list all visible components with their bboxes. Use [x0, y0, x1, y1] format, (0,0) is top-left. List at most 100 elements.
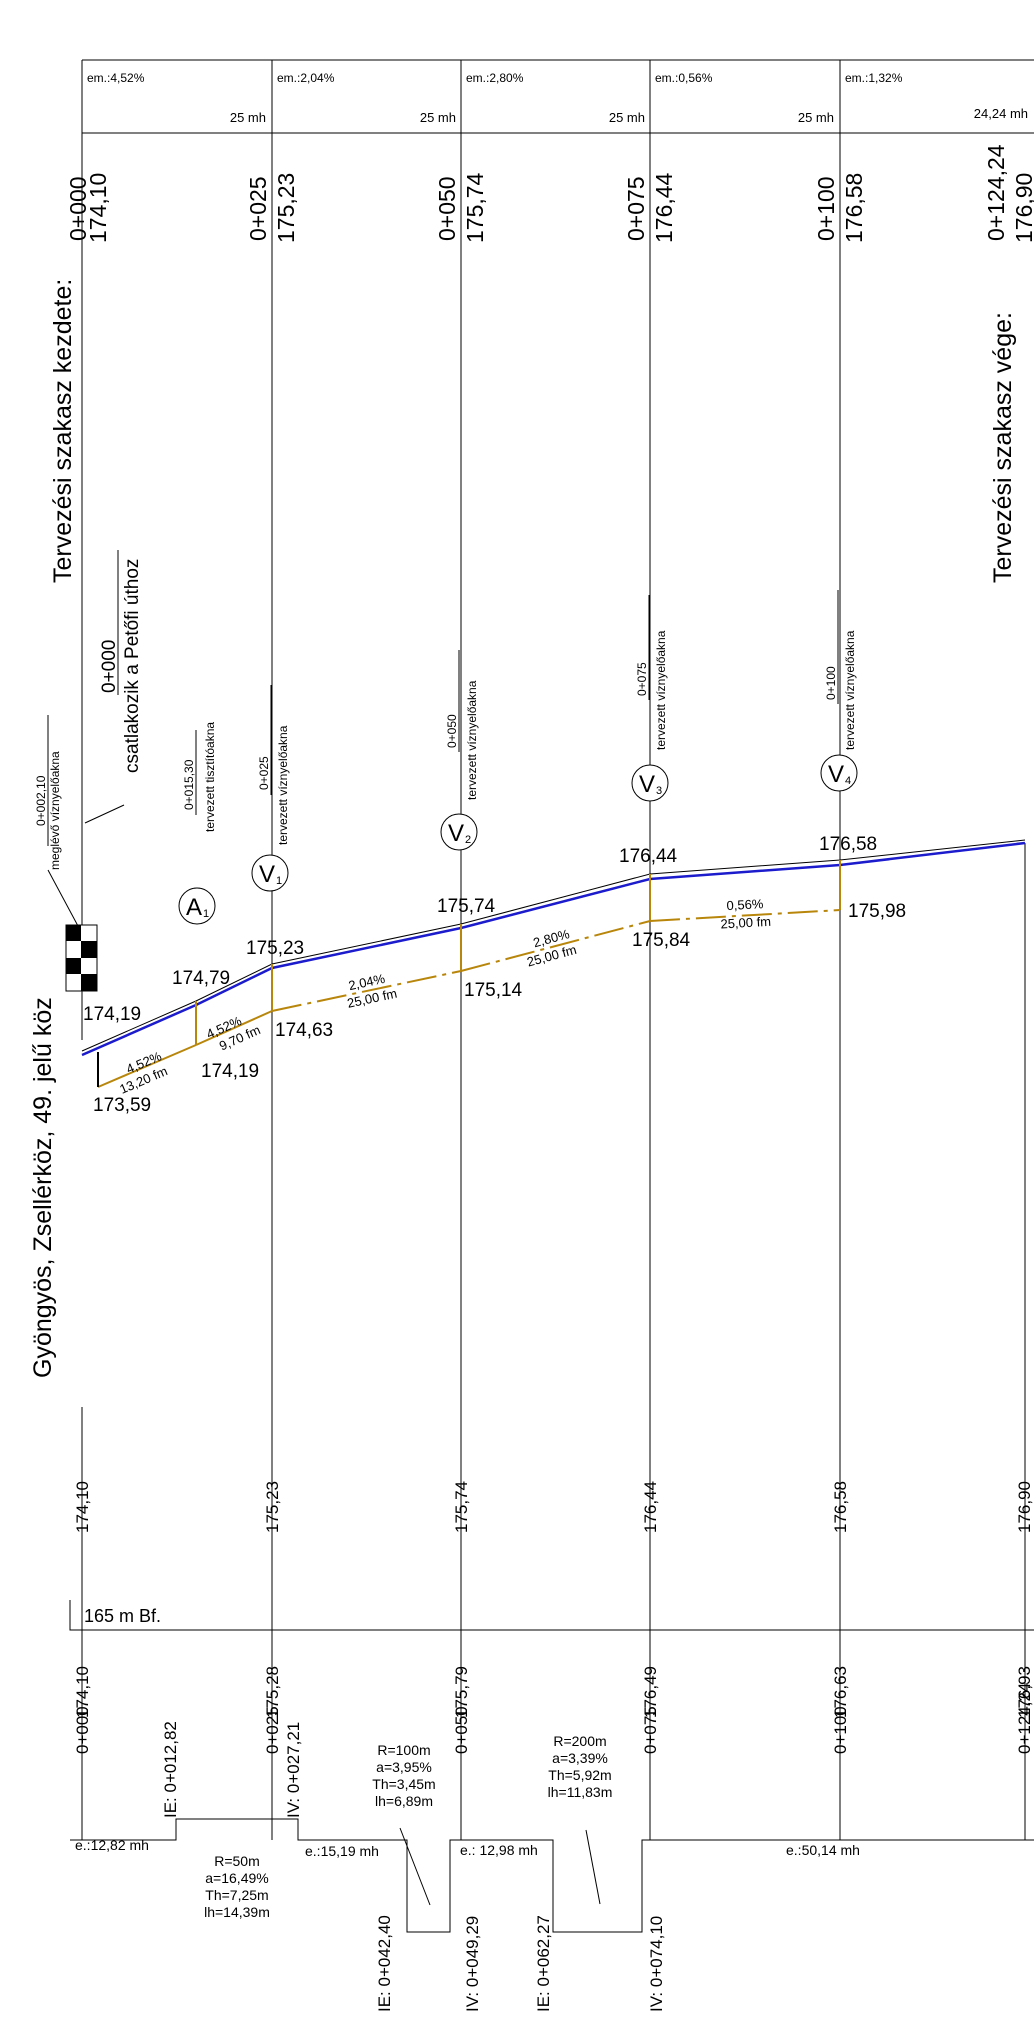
- existing-gully-chainage: 0+002,10: [34, 775, 48, 826]
- curve-2-parameters: R=100m a=3,95% Th=3,45m lh=6,89m: [372, 1742, 435, 1809]
- chainage-value: 0+124,24: [1015, 1683, 1034, 1754]
- station-texts: 0+000 174,10 0+025 175,23 0+050 175,74 0…: [65, 144, 1034, 243]
- pipe-level: 175,14: [464, 980, 523, 1001]
- v1-label: tervezett víznyelőakna: [276, 725, 290, 845]
- annotations: 0+002,10 meglévő víznyelőakna 0+000 csat…: [34, 550, 857, 927]
- design-level-value: 176,93: [1015, 1666, 1034, 1718]
- straight-length: e.: 12,98 mh: [460, 1842, 538, 1858]
- datum-box: 165 m Bf.: [69, 1600, 1034, 1631]
- svg-text:a=16,49%: a=16,49%: [205, 1870, 268, 1886]
- segment-slope: em.:2,80%: [466, 71, 524, 85]
- alignment-chainage: IE: 0+062,27: [534, 1915, 553, 2012]
- segment-length: 25 mh: [230, 110, 266, 125]
- terrain-level: 174,79: [172, 968, 230, 989]
- chainage-value: 0+000: [73, 1706, 92, 1754]
- manhole-v2-icon: V 2: [440, 813, 478, 851]
- pipe-level: 175,84: [632, 930, 691, 951]
- datum-label: 165 m Bf.: [84, 1606, 161, 1626]
- connection-label: csatlakozik a Petőfi úthoz: [122, 559, 143, 773]
- segment-length: 25 mh: [420, 110, 456, 125]
- segment-length: 25 mh: [609, 110, 645, 125]
- pipe-level: 173,59: [93, 1095, 151, 1116]
- pipe-segment-slope: 0,56%: [726, 896, 764, 913]
- v3-chainage: 0+075: [635, 662, 649, 696]
- level-rows: 174,10 175,23 175,74 176,44 176,58 176,9…: [73, 1481, 1034, 1533]
- svg-text:lh=14,39m: lh=14,39m: [204, 1904, 270, 1920]
- pipe-level: 174,63: [275, 1020, 333, 1041]
- terrain-level: 176,44: [619, 846, 678, 867]
- svg-text:V: V: [259, 861, 275, 888]
- chainage-value: 0+075: [641, 1706, 660, 1754]
- terrain-level: 176,58: [819, 834, 877, 855]
- svg-text:R=50m: R=50m: [214, 1853, 260, 1869]
- alignment-chainage: IE: 0+012,82: [161, 1721, 180, 1818]
- connection-chainage: 0+000: [99, 640, 120, 693]
- design-level-value: 175,79: [452, 1666, 471, 1718]
- existing-gully-label: meglévő víznyelőakna: [48, 751, 62, 870]
- a1-label: tervezett tisztítóakna: [203, 722, 217, 832]
- pipe-segment-length: 25,00 fm: [720, 914, 771, 932]
- terrain-row-value: 175,23: [263, 1481, 282, 1533]
- design-level-value: 176,63: [831, 1666, 850, 1718]
- station-level: 175,74: [462, 172, 488, 243]
- segment-slope: em.:1,32%: [845, 71, 903, 85]
- v1-chainage: 0+025: [257, 756, 271, 790]
- segment-slope: em.:4,52%: [87, 71, 145, 85]
- manhole-a1-icon: A 1: [178, 887, 216, 925]
- straight-length: e.:15,19 mh: [305, 1843, 379, 1859]
- terrain-level: 175,23: [246, 938, 304, 959]
- design-level-value: 174,10: [73, 1666, 92, 1718]
- station-chainage: 0+000: [65, 176, 91, 241]
- svg-text:lh=6,89m: lh=6,89m: [375, 1793, 433, 1809]
- chainage-row-visible: 0+000 0+025 0+050 0+075 0+100 0+124,24 I…: [73, 1683, 1034, 2012]
- segment-length: 24,24 mh: [974, 106, 1028, 121]
- svg-text:Th=7,25m: Th=7,25m: [205, 1887, 268, 1903]
- manhole-symbols: A 1 V 1 V 2 V 3 V 4: [178, 754, 858, 925]
- svg-text:Th=3,45m: Th=3,45m: [372, 1776, 435, 1792]
- chainage-value: 0+100: [831, 1706, 850, 1754]
- svg-text:A: A: [186, 894, 202, 921]
- station-chainage: 0+025: [245, 176, 271, 241]
- alignment-band: e.:12,82 mh e.:15,19 mh e.: 12,98 mh e.:…: [70, 1733, 1034, 1933]
- station-level: 174,10: [85, 173, 111, 243]
- a1-chainage: 0+015,30: [182, 759, 196, 810]
- svg-text:R=100m: R=100m: [377, 1742, 430, 1758]
- terrain-level: 174,19: [83, 1004, 141, 1025]
- station-chainage: 0+124,24: [983, 144, 1009, 241]
- svg-text:V: V: [448, 820, 464, 847]
- station-level: 176,90: [1011, 173, 1034, 243]
- v4-chainage: 0+100: [824, 666, 838, 700]
- design-level-value: 176,49: [641, 1666, 660, 1718]
- svg-text:3: 3: [656, 785, 662, 797]
- segment-slope: em.:0,56%: [655, 71, 713, 85]
- terrain-row-value: 176,58: [831, 1481, 850, 1533]
- terrain-row-value: 176,90: [1015, 1481, 1034, 1533]
- station-chainage: 0+075: [623, 176, 649, 241]
- segment-slope: em.:2,04%: [277, 71, 335, 85]
- manhole-v4-icon: V 4: [820, 754, 858, 792]
- svg-text:2: 2: [465, 834, 471, 846]
- v2-label: tervezett víznyelőakna: [465, 680, 479, 800]
- station-level: 175,23: [273, 173, 299, 243]
- svg-text:R=200m: R=200m: [553, 1733, 606, 1749]
- v3-label: tervezett víznyelőakna: [654, 630, 668, 750]
- profile-labels: 174,19 174,79 175,23 175,74 176,44 176,5…: [83, 834, 906, 1116]
- station-chainage: 0+100: [813, 176, 839, 241]
- station-level: 176,58: [841, 173, 867, 243]
- svg-text:Th=5,92m: Th=5,92m: [548, 1767, 611, 1783]
- chainage-value: 0+025: [263, 1706, 282, 1754]
- chainage-value: 0+050: [452, 1706, 471, 1754]
- manhole-v1-icon: V 1: [251, 854, 289, 892]
- street-name: Gyöngyös, Zsellérköz, 49. jelű köz: [29, 997, 57, 1378]
- design-level-row-shown: 174,10 175,28 175,79 176,49 176,63 176,9…: [73, 1666, 1034, 1718]
- straight-length: e.:50,14 mh: [786, 1842, 860, 1858]
- section-end-label: Tervezési szakasz vége:: [989, 312, 1017, 583]
- svg-text:1: 1: [203, 908, 209, 920]
- svg-text:a=3,95%: a=3,95%: [376, 1759, 432, 1775]
- station-chainage: 0+050: [434, 176, 460, 241]
- pipe-level: 175,98: [848, 901, 906, 922]
- svg-text:V: V: [639, 771, 655, 798]
- svg-text:4: 4: [845, 775, 851, 787]
- v2-chainage: 0+050: [445, 714, 459, 748]
